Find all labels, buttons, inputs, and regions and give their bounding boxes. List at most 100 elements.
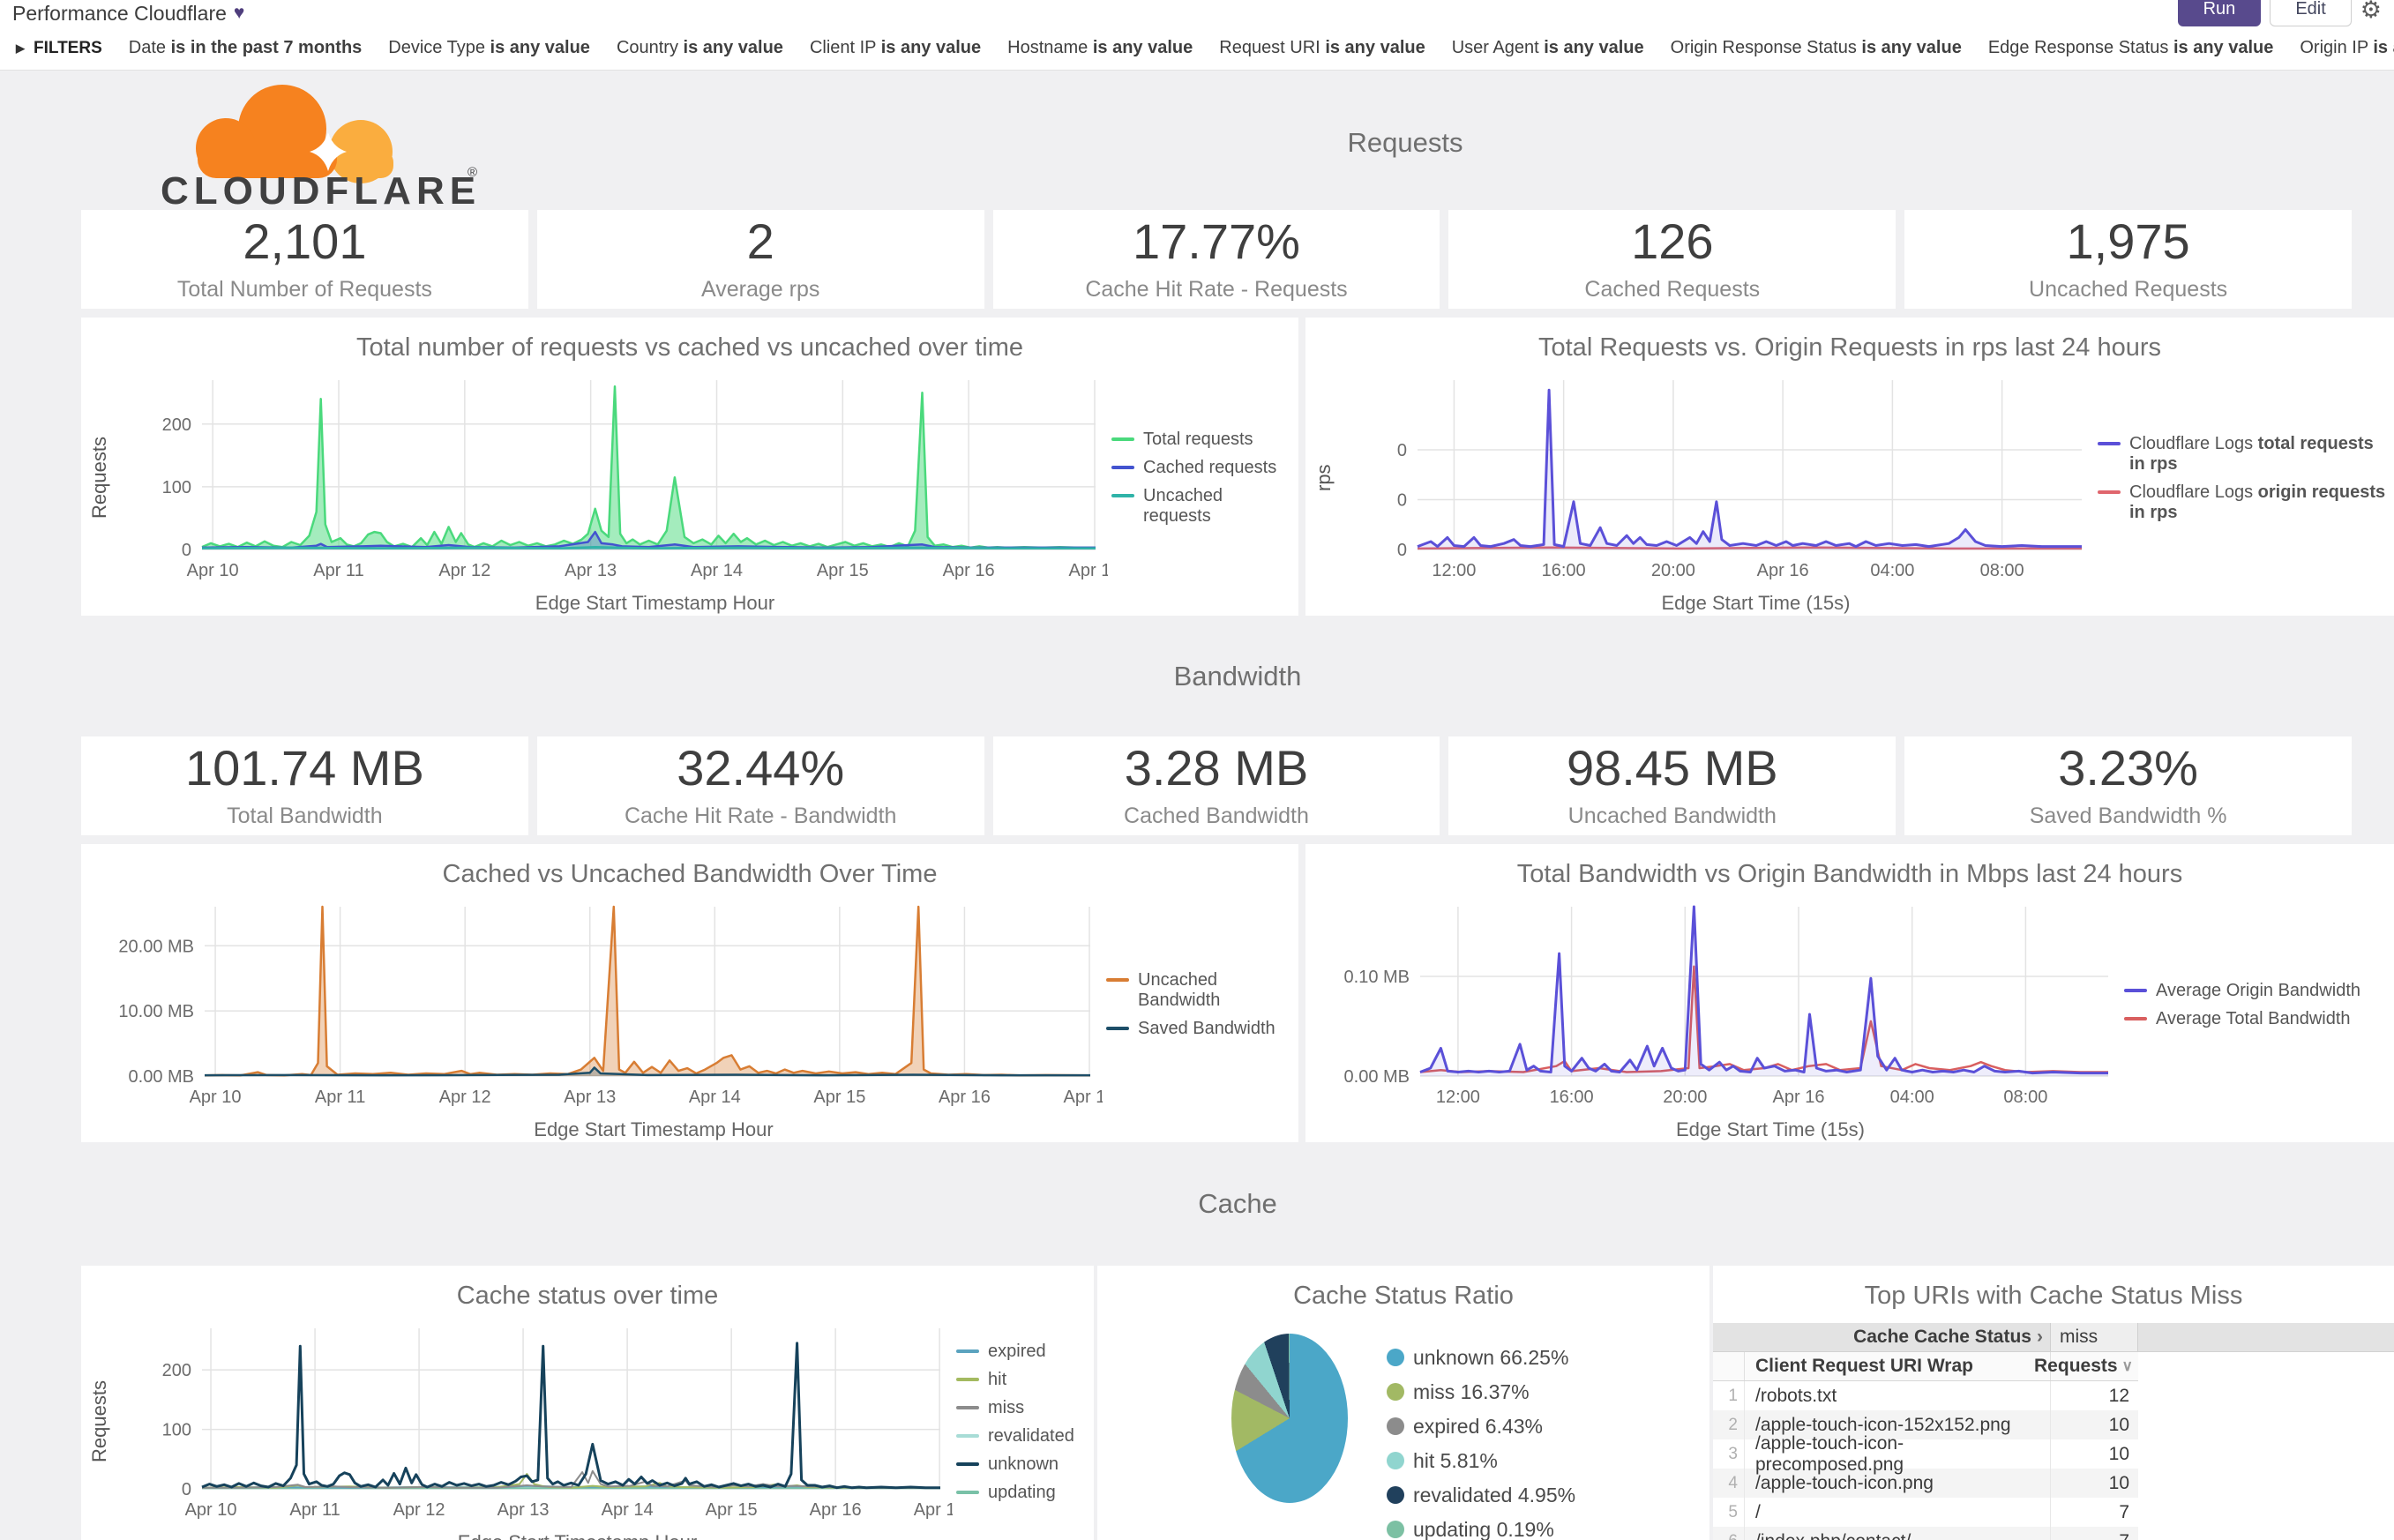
requests-over-time-chart[interactable]: Apr 10 Apr 11 Apr 12 Apr 13 Apr 14 Apr 15 Apr … [118, 368, 1108, 588]
svg-text:Apr 12: Apr 12 [439, 1088, 491, 1107]
chart-title: Cache Status Ratio [1293, 1282, 1514, 1310]
chart-legend: Uncached Bandwidth Saved Bandwidth [1103, 894, 1298, 1115]
svg-text:200: 200 [162, 415, 191, 435]
legend-item[interactable]: updating [956, 1483, 1087, 1503]
kpi-tile: 101.74 MB Total Bandwidth [81, 736, 528, 835]
legend-item[interactable]: unknown [956, 1454, 1087, 1475]
svg-text:Apr 10: Apr 10 [190, 1088, 242, 1107]
run-button[interactable]: Run [2177, 0, 2262, 26]
filters-label: FILTERS [34, 38, 102, 57]
filters-toggle[interactable]: ▶ FILTERS [16, 39, 102, 58]
pie-legend: unknown 66.25% miss 16.37% expired 6.43% hi… [1386, 1323, 1575, 1540]
svg-text:08:00: 08:00 [2003, 1088, 2047, 1107]
chevron-right-icon: › [2037, 1327, 2043, 1347]
legend-item[interactable]: Average Total Bandwidth [2124, 1009, 2387, 1029]
legend-item[interactable]: updating 0.19% [1386, 1518, 1575, 1540]
x-axis-label: Edge Start Timestamp Hour [535, 592, 775, 614]
bandwidth-charts-row: Cached vs Uncached Bandwidth Over Time A… [81, 844, 2394, 1142]
legend-item[interactable]: Cached requests [1111, 458, 1291, 478]
chart-title: Cache status over time [456, 1282, 719, 1310]
filter-item[interactable]: Origin IP is any value [2300, 38, 2394, 57]
chart-panel-rps-24h: Total Requests vs. Origin Requests in rp… [1305, 318, 2394, 616]
table-row[interactable]: 6/index.php/contact/7 [1713, 1527, 2138, 1540]
chart-title: Total number of requests vs cached vs un… [356, 333, 1023, 362]
requests-charts-row: Total number of requests vs cached vs un… [81, 318, 2394, 616]
table-row[interactable]: 1/robots.txt 12 [1713, 1381, 2138, 1410]
kpi-value: 3.23% [2058, 739, 2198, 796]
gear-icon[interactable]: ⚙ [2360, 0, 2382, 23]
section-title-cache: Cache [1198, 1188, 1277, 1219]
kpi-tile: 2,101 Total Number of Requests [81, 210, 528, 309]
legend-item[interactable]: Cloudflare Logs origin requests in rps [2098, 482, 2387, 523]
chart-legend: Average Origin Bandwidth Average Total Ba… [2121, 894, 2394, 1115]
svg-text:100: 100 [162, 478, 191, 497]
legend-item[interactable]: expired 6.43% [1386, 1415, 1575, 1439]
pivot-field-label[interactable]: Cache Cache Status › [1853, 1327, 2043, 1347]
table-row[interactable]: 3/apple-touch-icon-precomposed.png 10 [1713, 1433, 2138, 1475]
top-bar: Performance Cloudflare ♥ Run Edit ⚙ [0, 0, 2394, 26]
svg-text:08:00: 08:00 [1980, 561, 2024, 580]
edit-button[interactable]: Edit [2270, 0, 2352, 26]
svg-text:Apr 16: Apr 16 [1757, 561, 1809, 580]
column-header-requests[interactable]: Requests ∨ [2034, 1352, 2138, 1380]
legend-swatch [1111, 437, 1134, 441]
svg-text:10.00 MB: 10.00 MB [118, 1002, 194, 1021]
filter-item[interactable]: Request URI is any value [1219, 38, 1425, 57]
section-title-requests: Requests [1347, 127, 1463, 158]
table-title: Top URIs with Cache Status Miss [1864, 1282, 2243, 1310]
svg-text:Apr 11: Apr 11 [315, 1088, 365, 1107]
cache-status-chart[interactable]: Apr 10 Apr 11 Apr 12 Apr 13 Apr 14 Apr 15 Apr … [118, 1316, 953, 1528]
legend-item[interactable]: Uncached requests [1111, 486, 1291, 527]
legend-item[interactable]: Average Origin Bandwidth [2124, 981, 2387, 1001]
filter-item[interactable]: Date is in the past 7 months [128, 38, 363, 57]
bandwidth-24h-chart[interactable]: 12:00 16:00 20:00 Apr 16 04:00 08:00 0.00 MB 0.… [1305, 894, 2121, 1115]
column-header-uri[interactable]: Client Request URI Wrap [1755, 1356, 1973, 1376]
svg-text:20:00: 20:00 [1663, 1088, 1707, 1107]
kpi-tile: 3.28 MB Cached Bandwidth [992, 736, 1440, 835]
legend-item[interactable]: Total requests [1111, 430, 1291, 450]
kpi-label: Total Bandwidth [227, 803, 383, 828]
legend-item[interactable]: unknown 66.25% [1386, 1346, 1575, 1370]
legend-item[interactable]: revalidated [956, 1426, 1087, 1447]
chart-title: Total Requests vs. Origin Requests in rp… [1538, 333, 2161, 362]
y-axis-label: Requests [88, 437, 110, 520]
table-body: 1/robots.txt 12 2/apple-touch-icon-152x152… [1713, 1381, 2394, 1540]
chart-legend: Total requests Cached requests Uncached re… [1108, 368, 1298, 588]
legend-item[interactable]: hit [956, 1370, 1087, 1390]
legend-item[interactable]: expired [956, 1342, 1087, 1362]
bandwidth-header-band: Bandwidth [81, 616, 2394, 736]
filter-item[interactable]: User Agent is any value [1451, 38, 1644, 57]
bandwidth-over-time-chart[interactable]: Apr 10 Apr 11 Apr 12 Apr 13 Apr 14 Apr 15 Apr … [81, 894, 1103, 1115]
legend-item[interactable]: revalidated 4.95% [1386, 1484, 1575, 1507]
cache-status-pie[interactable] [1231, 1334, 1348, 1503]
kpi-tile: 32.44% Cache Hit Rate - Bandwidth [536, 736, 984, 835]
svg-text:0: 0 [182, 541, 191, 560]
filter-item[interactable]: Origin Response Status is any value [1670, 38, 1962, 57]
rps-24h-chart[interactable]: 12:00 16:00 20:00 Apr 16 04:00 08:00 0 0 0 [1343, 368, 2094, 588]
table-row[interactable]: 4/apple-touch-icon.png 10 [1713, 1469, 2138, 1498]
table-row[interactable]: 5/7 [1713, 1498, 2138, 1527]
filter-item[interactable]: Device Type is any value [388, 38, 590, 57]
filter-item[interactable]: Client IP is any value [809, 38, 982, 57]
kpi-value: 1,975 [2066, 213, 2190, 269]
legend-swatch [2124, 1016, 2147, 1020]
kpi-tile: 17.77% Cache Hit Rate - Requests [992, 210, 1440, 309]
svg-text:200: 200 [162, 1361, 191, 1380]
legend-item[interactable]: hit 5.81% [1386, 1449, 1575, 1473]
legend-item[interactable]: Uncached Bandwidth [1106, 970, 1291, 1011]
filter-item[interactable]: Edge Response Status is any value [1987, 38, 2274, 57]
legend-item[interactable]: Cloudflare Logs total requests in rps [2098, 434, 2387, 475]
svg-text:Apr 14: Apr 14 [691, 561, 743, 580]
filter-item[interactable]: Country is any value [616, 38, 783, 57]
filter-item[interactable]: Hostname is any value [1007, 38, 1193, 57]
table-row[interactable]: 2/apple-touch-icon-152x152.png 10 [1713, 1410, 2138, 1439]
legend-item[interactable]: Saved Bandwidth [1106, 1019, 1291, 1039]
svg-text:0: 0 [1397, 541, 1407, 560]
legend-item[interactable]: miss [956, 1398, 1087, 1418]
svg-text:0.00 MB: 0.00 MB [1344, 1067, 1410, 1087]
svg-text:Apr 14: Apr 14 [689, 1088, 741, 1107]
kpi-label: Uncached Requests [2029, 276, 2228, 302]
chart-panel-bandwidth-24h: Total Bandwidth vs Origin Bandwidth in M… [1305, 844, 2394, 1142]
legend-item[interactable]: miss 16.37% [1386, 1380, 1575, 1404]
kpi-tile: 126 Cached Requests [1448, 210, 1896, 309]
